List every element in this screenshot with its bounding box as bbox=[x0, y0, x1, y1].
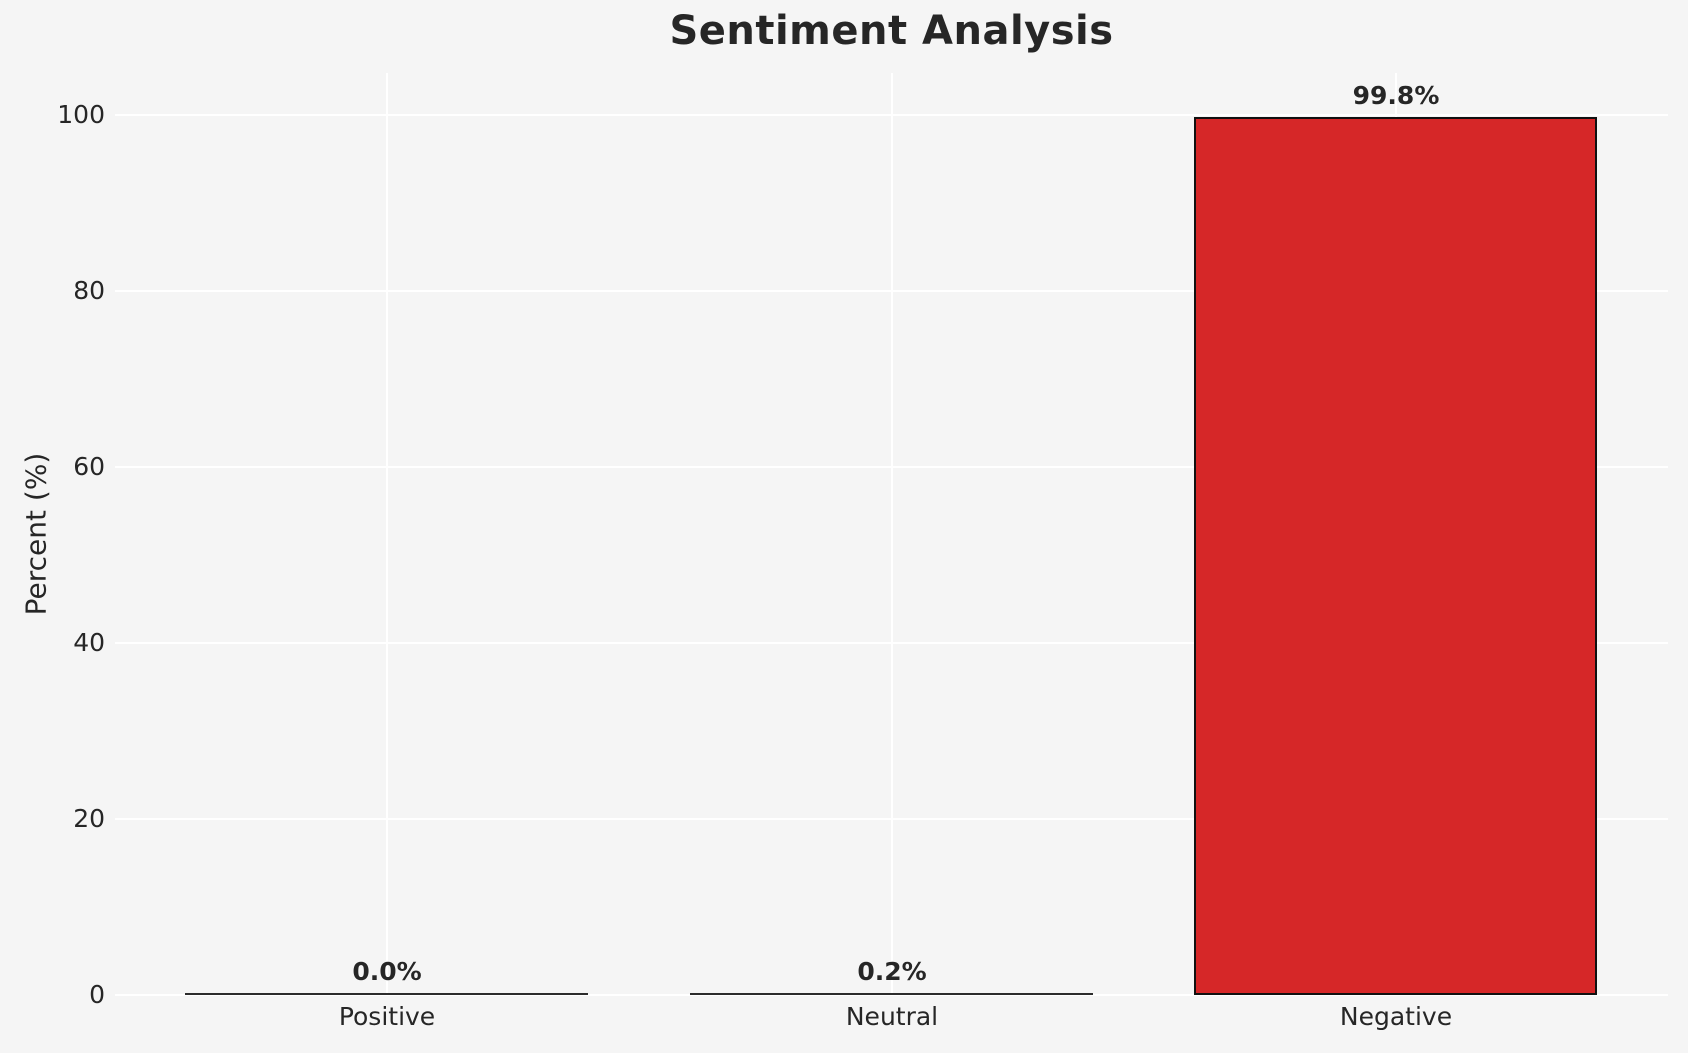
y-tick-label: 0 bbox=[89, 980, 105, 1009]
plot-area: 0.0% 0.2% 99.8% bbox=[115, 73, 1668, 996]
bar-value-label: 0.0% bbox=[352, 957, 422, 986]
chart-title: Sentiment Analysis bbox=[669, 8, 1114, 54]
y-tick-label: 20 bbox=[73, 804, 105, 834]
x-tick-label: Neutral bbox=[845, 1002, 939, 1031]
bar-value-label: 99.8% bbox=[1352, 81, 1440, 110]
h-gridline bbox=[115, 994, 1668, 996]
bar-value-label: 0.2% bbox=[857, 957, 927, 986]
bar bbox=[185, 993, 588, 995]
y-tick-label: 60 bbox=[73, 452, 105, 482]
x-tick-label: Negative bbox=[1339, 1002, 1453, 1031]
bar bbox=[690, 993, 1093, 995]
y-tick-label: 100 bbox=[57, 100, 105, 130]
y-tick-label: 80 bbox=[73, 276, 105, 306]
v-gridline bbox=[891, 73, 893, 995]
bar bbox=[1194, 117, 1597, 995]
x-tick-label: Positive bbox=[338, 1002, 436, 1031]
y-tick-label: 40 bbox=[73, 628, 105, 658]
v-gridline bbox=[386, 73, 388, 995]
